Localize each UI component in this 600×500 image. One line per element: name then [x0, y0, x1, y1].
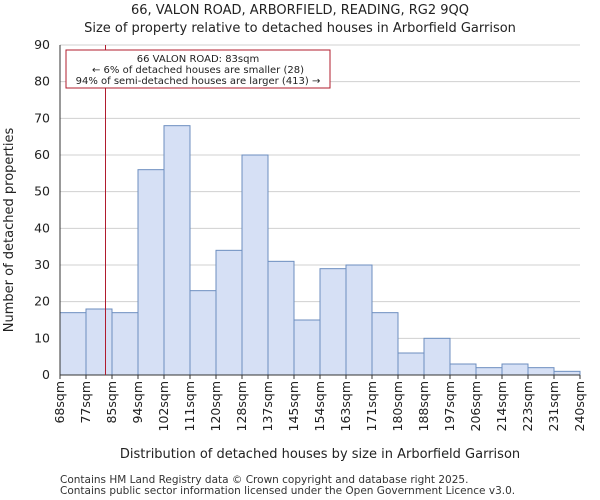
bar-128sqm [241, 154, 269, 376]
x-tick-77sqm: 77sqm [78, 381, 93, 424]
bar-120sqm [215, 249, 243, 376]
annotation-line-1: 66 VALON ROAD: 83sqm [137, 54, 259, 65]
y-axis-label: Number of detached properties [2, 128, 17, 333]
x-tick-111sqm: 111sqm [182, 381, 197, 431]
x-tick-206sqm: 206sqm [468, 381, 483, 431]
x-tick-94sqm: 94sqm [130, 381, 145, 424]
x-tick-223sqm: 223sqm [520, 381, 535, 431]
bar-197sqm [449, 363, 477, 376]
x-tick-214sqm: 214sqm [494, 381, 509, 431]
x-tick-197sqm: 197sqm [442, 381, 457, 431]
bar-94sqm [137, 169, 165, 376]
bar-223sqm [527, 367, 555, 376]
y-tick-60: 60 [34, 147, 50, 162]
x-tick-171sqm: 171sqm [364, 381, 379, 431]
x-tick-68sqm: 68sqm [52, 381, 67, 424]
annotation-line-2: ← 6% of detached houses are smaller (28) [92, 65, 304, 76]
x-tick-120sqm: 120sqm [208, 381, 223, 431]
x-tick-145sqm: 145sqm [286, 381, 301, 431]
bars [59, 125, 581, 376]
y-tick-70: 70 [34, 110, 50, 125]
x-tick-128sqm: 128sqm [234, 381, 249, 431]
bar-163sqm [345, 264, 373, 376]
x-tick-137sqm: 137sqm [260, 381, 275, 431]
bar-171sqm [371, 312, 399, 376]
footer-line-1: Contains HM Land Registry data © Crown c… [60, 474, 468, 486]
y-tick-90: 90 [34, 37, 50, 52]
y-tick-30: 30 [34, 257, 50, 272]
x-tick-180sqm: 180sqm [390, 381, 405, 431]
chart-subtitle: Size of property relative to detached ho… [84, 21, 516, 36]
y-tick-50: 50 [34, 184, 50, 199]
x-tick-188sqm: 188sqm [416, 381, 431, 431]
bar-77sqm [85, 308, 113, 376]
y-tick-labels: 0 10 20 30 40 50 60 70 80 90 [34, 37, 50, 382]
annotation-border [65, 49, 331, 89]
bar-145sqm [293, 319, 321, 376]
annotation-line-3: 94% of semi-detached houses are larger (… [76, 76, 321, 87]
y-tick-0: 0 [42, 367, 50, 382]
bar-102sqm [163, 125, 191, 376]
annotation-box: 66 VALON ROAD: 83sqm ← 6% of detached ho… [65, 49, 331, 89]
bar-154sqm [319, 268, 347, 376]
chart-title: 66, VALON ROAD, ARBORFIELD, READING, RG2… [131, 3, 469, 18]
bar-214sqm [501, 363, 529, 376]
y-tick-80: 80 [34, 74, 50, 89]
x-tick-85sqm: 85sqm [104, 381, 119, 424]
bar-85sqm [111, 312, 139, 376]
y-tick-10: 10 [34, 330, 50, 345]
x-tick-labels: 68sqm 77sqm 85sqm 94sqm 102sqm 111sqm 120sqm 12… [52, 375, 587, 431]
y-tick-20: 20 [34, 294, 50, 309]
bar-111sqm [189, 290, 217, 376]
x-tick-231sqm: 231sqm [546, 381, 561, 431]
bar-68sqm [59, 312, 87, 376]
y-tick-40: 40 [34, 220, 50, 235]
x-tick-102sqm: 102sqm [156, 381, 171, 431]
bar-188sqm [423, 337, 451, 376]
x-axis-label: Distribution of detached houses by size … [120, 447, 520, 462]
x-tick-154sqm: 154sqm [312, 381, 327, 431]
bar-206sqm [475, 367, 503, 376]
x-tick-163sqm: 163sqm [338, 381, 353, 431]
bar-180sqm [397, 352, 425, 376]
footer-line-2: Contains public sector information licen… [60, 485, 515, 497]
bar-137sqm [267, 260, 295, 376]
x-tick-240sqm: 240sqm [572, 381, 587, 431]
bar-231sqm [553, 370, 581, 376]
